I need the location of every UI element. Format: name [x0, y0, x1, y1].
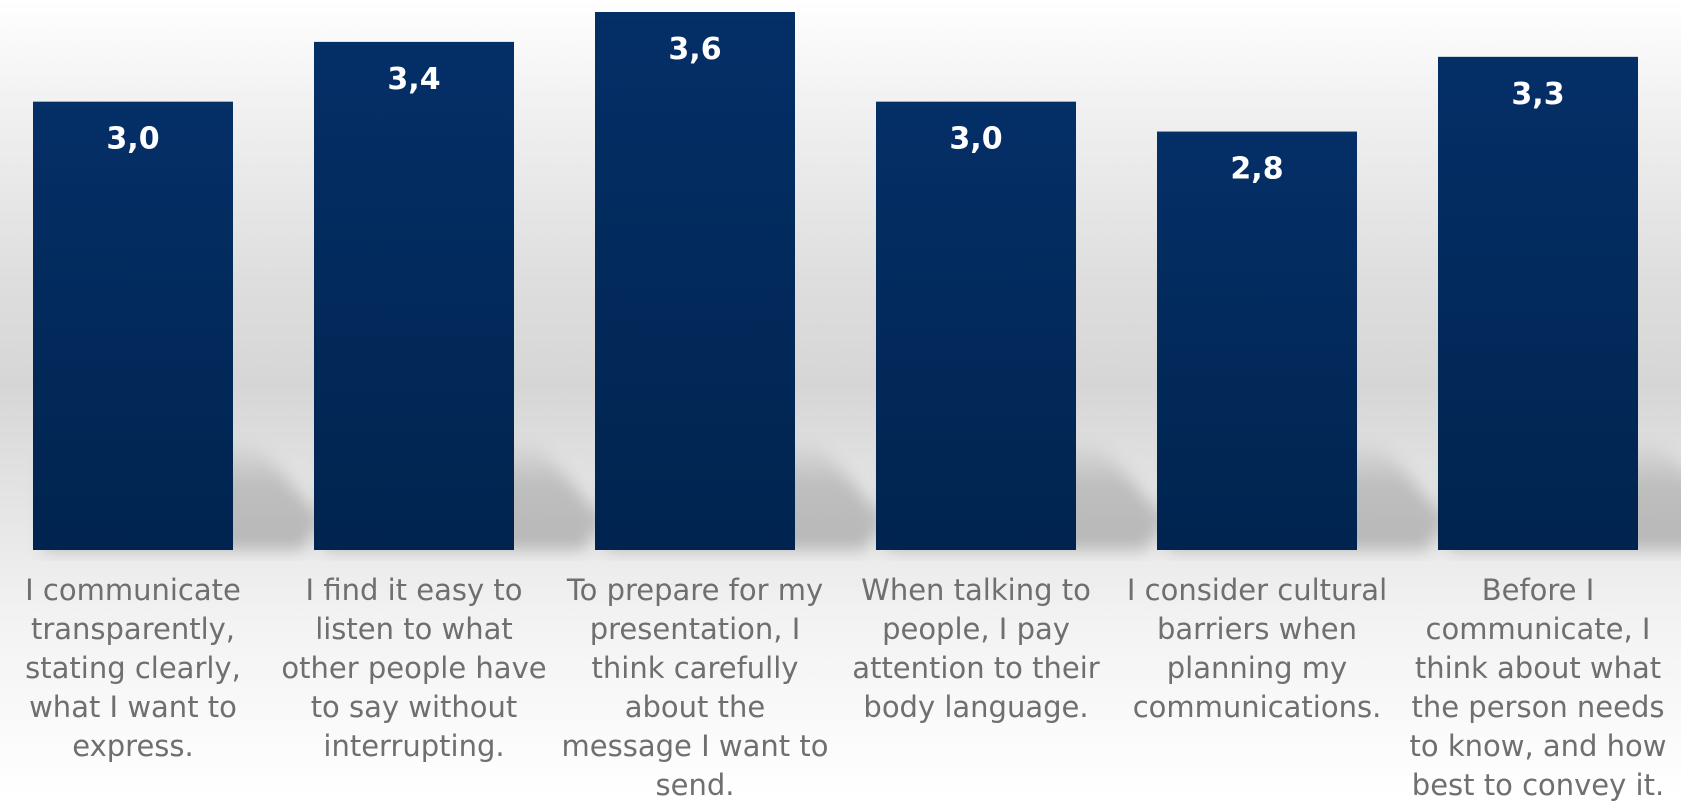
data-label: 3,3: [1511, 77, 1564, 112]
category-label: I communicate transparently, stating cle…: [25, 573, 241, 763]
category-label: To prepare for my presentation, I think …: [561, 573, 829, 802]
bar: [314, 41, 514, 551]
data-label: 3,6: [668, 32, 721, 67]
data-label: 3,0: [949, 122, 1002, 157]
bar-shadows: [43, 440, 1681, 550]
data-label: 3,4: [387, 62, 440, 97]
bar: [1157, 131, 1357, 551]
bar: [1438, 56, 1638, 550]
category-label: I find it easy to listen to what other p…: [281, 573, 547, 763]
category-label: I consider cultural barriers when planni…: [1126, 573, 1388, 724]
value-labels-group: 3,0 3,4 3,6 3,0 2,8 3,3: [106, 32, 1564, 187]
data-label: 3,0: [106, 122, 159, 157]
bar: [33, 101, 233, 551]
bar: [876, 101, 1076, 551]
category-label: When talking to people, I pay attention …: [852, 573, 1100, 724]
bar: [595, 12, 795, 550]
category-label: Before I communicate, I think about what…: [1409, 573, 1667, 802]
data-label: 2,8: [1230, 152, 1283, 187]
bars-group: [33, 12, 1638, 551]
